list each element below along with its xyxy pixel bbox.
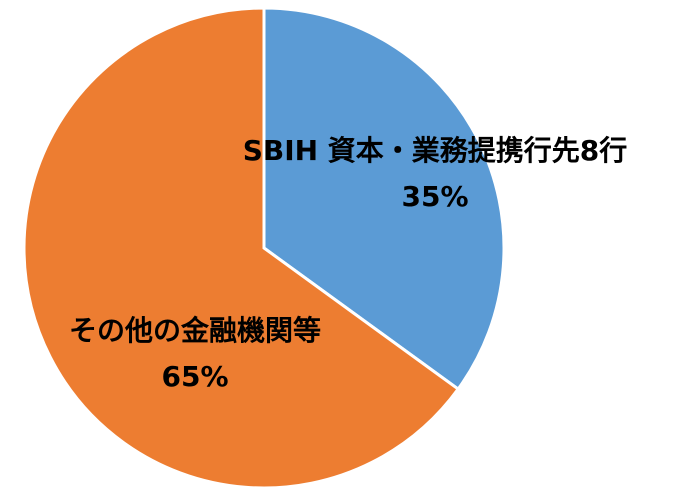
value-label: 35% (401, 180, 468, 213)
pie-slice (22, 6, 461, 489)
slice-label: その他の金融機関等 (69, 314, 321, 347)
slice-label: SBIH 資本・業務提携行先8行 (243, 134, 628, 167)
value-label: 65% (161, 360, 228, 393)
pie-slice (262, 6, 506, 392)
